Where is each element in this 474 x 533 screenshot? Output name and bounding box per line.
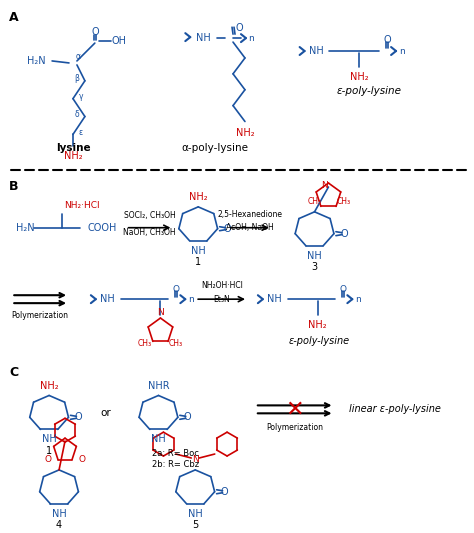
Text: ε-poly-lysine: ε-poly-lysine bbox=[289, 336, 350, 346]
Text: H₂N: H₂N bbox=[27, 56, 46, 66]
Text: CH₃: CH₃ bbox=[337, 197, 351, 206]
Text: ✕: ✕ bbox=[285, 399, 304, 419]
Text: NH₂·HCl: NH₂·HCl bbox=[64, 201, 100, 211]
Text: CH₃: CH₃ bbox=[138, 339, 152, 348]
Text: 4: 4 bbox=[56, 521, 62, 530]
Text: n: n bbox=[188, 295, 194, 304]
Text: α: α bbox=[76, 52, 81, 61]
Text: NH: NH bbox=[151, 434, 166, 444]
Text: 3: 3 bbox=[311, 262, 318, 272]
Text: NH: NH bbox=[42, 434, 56, 444]
Text: CH₃: CH₃ bbox=[169, 339, 183, 348]
Text: NH: NH bbox=[191, 246, 206, 255]
Text: 2a: R= Boc: 2a: R= Boc bbox=[153, 449, 200, 457]
Text: β: β bbox=[74, 74, 79, 83]
Text: Et₃N: Et₃N bbox=[214, 295, 230, 304]
Text: 2b: R= Cbz: 2b: R= Cbz bbox=[153, 461, 200, 470]
Text: O: O bbox=[74, 413, 82, 422]
Text: 5: 5 bbox=[192, 521, 199, 530]
Text: NH: NH bbox=[188, 508, 202, 519]
Text: OH: OH bbox=[111, 36, 126, 46]
Text: γ: γ bbox=[79, 92, 83, 101]
Text: NH₂: NH₂ bbox=[350, 72, 369, 82]
Text: COOH: COOH bbox=[88, 223, 117, 233]
Text: linear ε-poly-lysine: linear ε-poly-lysine bbox=[349, 405, 441, 414]
Text: O: O bbox=[79, 455, 85, 464]
Text: δ: δ bbox=[74, 110, 79, 119]
Text: N: N bbox=[192, 456, 199, 464]
Text: 1: 1 bbox=[46, 446, 52, 456]
Text: or: or bbox=[100, 408, 111, 418]
Text: O: O bbox=[221, 487, 228, 497]
Text: 1: 1 bbox=[195, 257, 201, 268]
Text: O: O bbox=[235, 23, 243, 33]
Text: n: n bbox=[356, 295, 361, 304]
Text: N: N bbox=[157, 308, 164, 317]
Text: B: B bbox=[9, 180, 19, 192]
Text: Polymerization: Polymerization bbox=[266, 423, 323, 432]
Text: NH: NH bbox=[196, 33, 210, 43]
Text: SOCl₂, CH₃OH: SOCl₂, CH₃OH bbox=[124, 211, 175, 220]
Text: A: A bbox=[9, 11, 19, 24]
Text: NH: NH bbox=[267, 294, 282, 304]
Text: O: O bbox=[45, 455, 52, 464]
Text: NH₂: NH₂ bbox=[236, 128, 254, 139]
Text: lysine: lysine bbox=[55, 143, 90, 154]
Text: NH₂: NH₂ bbox=[64, 151, 82, 161]
Text: O: O bbox=[224, 224, 231, 233]
Text: AcOH, NaOH: AcOH, NaOH bbox=[226, 223, 274, 232]
Text: NH: NH bbox=[309, 46, 324, 56]
Text: NH₂: NH₂ bbox=[308, 320, 327, 330]
Text: NH: NH bbox=[100, 294, 115, 304]
Text: n: n bbox=[248, 34, 254, 43]
Text: O: O bbox=[173, 285, 180, 294]
Text: CH₃: CH₃ bbox=[308, 197, 322, 206]
Text: NH₂: NH₂ bbox=[40, 381, 58, 391]
Text: ε-poly-lysine: ε-poly-lysine bbox=[337, 86, 402, 96]
Text: NH: NH bbox=[307, 251, 322, 261]
Text: NH: NH bbox=[52, 508, 66, 519]
Text: n: n bbox=[399, 46, 405, 55]
Text: O: O bbox=[340, 285, 347, 294]
Text: C: C bbox=[9, 366, 18, 379]
Text: NHR: NHR bbox=[147, 381, 169, 391]
Text: O: O bbox=[383, 35, 391, 45]
Text: O: O bbox=[91, 27, 99, 37]
Text: NH₂OH·HCl: NH₂OH·HCl bbox=[201, 281, 243, 290]
Text: ε: ε bbox=[79, 128, 83, 137]
Text: NH₂: NH₂ bbox=[189, 192, 208, 202]
Text: Polymerization: Polymerization bbox=[12, 311, 69, 320]
Text: N: N bbox=[321, 181, 328, 190]
Text: H₂N: H₂N bbox=[16, 223, 35, 233]
Text: 2,5-Hexanedione: 2,5-Hexanedione bbox=[218, 211, 283, 219]
Text: O: O bbox=[184, 413, 191, 422]
Text: O: O bbox=[340, 229, 348, 239]
Text: α-poly-lysine: α-poly-lysine bbox=[182, 143, 249, 154]
Text: NaOH, CH₃OH: NaOH, CH₃OH bbox=[123, 228, 176, 237]
